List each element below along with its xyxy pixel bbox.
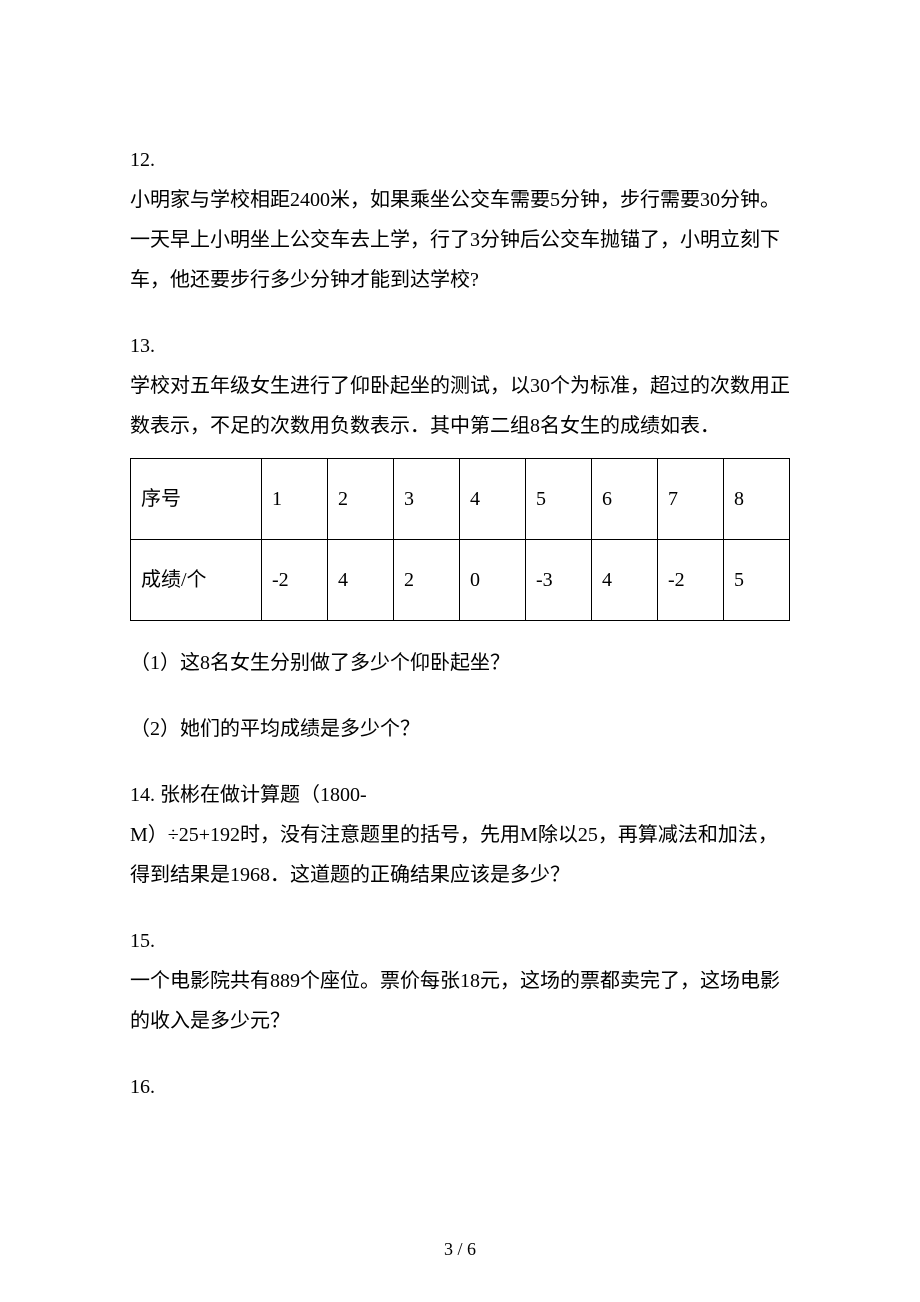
q13-number: 13. [130,326,790,366]
q15-number: 15. [130,921,790,961]
page-footer: 3 / 6 [0,1239,920,1260]
q13-sub2: （2）她们的平均成绩是多少个？ [130,709,790,749]
table-row: 序号 1 2 3 4 5 6 7 8 [131,459,790,540]
seq-cell: 6 [592,459,658,540]
seq-cell: 1 [262,459,328,540]
q12-body: 小明家与学校相距2400米，如果乘坐公交车需要5分钟，步行需要30分钟。一天早上… [130,189,780,291]
seq-cell: 7 [658,459,724,540]
seq-cell: 4 [460,459,526,540]
table-row: 成绩/个 -2 4 2 0 -3 4 -2 5 [131,540,790,621]
question-16: 16. [130,1067,790,1107]
seq-cell: 8 [724,459,790,540]
q14-line2: M）÷25+192时，没有注意题里的括号，先用M除以25，再算减法和加法，得到结… [130,824,778,886]
score-cell: -2 [262,540,328,621]
score-cell: 5 [724,540,790,621]
q14-line1: 14. 张彬在做计算题（1800- [130,784,367,806]
q12-number: 12. [130,140,790,180]
score-cell: 2 [394,540,460,621]
q13-table: 序号 1 2 3 4 5 6 7 8 成绩/个 -2 4 2 0 -3 4 -2… [130,458,790,621]
question-14: 14. 张彬在做计算题（1800- M）÷25+192时，没有注意题里的括号，先… [130,775,790,895]
seq-cell: 2 [328,459,394,540]
score-cell: -3 [526,540,592,621]
q13-intro: 学校对五年级女生进行了仰卧起坐的测试，以30个为标准，超过的次数用正数表示，不足… [130,375,790,437]
q15-body: 一个电影院共有889个座位。票价每张18元，这场的票都卖完了，这场电影的收入是多… [130,970,780,1032]
seq-cell: 3 [394,459,460,540]
score-cell: -2 [658,540,724,621]
score-cell: 0 [460,540,526,621]
question-13: 13. 学校对五年级女生进行了仰卧起坐的测试，以30个为标准，超过的次数用正数表… [130,326,790,749]
question-12: 12. 小明家与学校相距2400米，如果乘坐公交车需要5分钟，步行需要30分钟。… [130,140,790,300]
q13-sub1: （1）这8名女生分别做了多少个仰卧起坐？ [130,643,790,683]
question-15: 15. 一个电影院共有889个座位。票价每张18元，这场的票都卖完了，这场电影的… [130,921,790,1041]
row-header-score: 成绩/个 [131,540,262,621]
score-cell: 4 [328,540,394,621]
score-cell: 4 [592,540,658,621]
page-content: 12. 小明家与学校相距2400米，如果乘坐公交车需要5分钟，步行需要30分钟。… [0,0,920,1107]
seq-cell: 5 [526,459,592,540]
row-header-seq: 序号 [131,459,262,540]
q16-number: 16. [130,1067,790,1107]
